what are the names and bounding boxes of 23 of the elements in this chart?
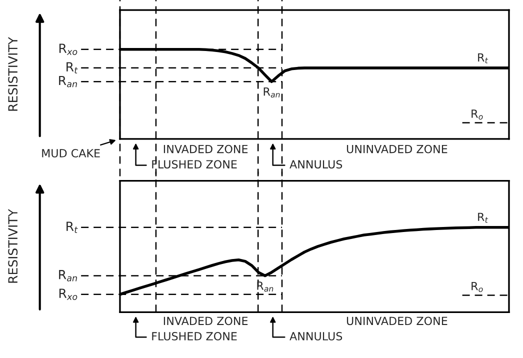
text: MUD CAKE <box>42 149 100 158</box>
annotation: R$_{o}$ <box>472 282 483 292</box>
text: INVADED ZONE <box>164 316 248 326</box>
text: FLUSHED ZONE <box>152 160 237 169</box>
text: INVADED ZONE <box>164 144 248 154</box>
text: UNINVADED ZONE <box>346 144 448 154</box>
y-axis-title: RESISTIVITY <box>8 208 18 283</box>
ref-line-label: R$_{an}$ <box>59 76 77 88</box>
ref-line-label: R$_{xo}$ <box>59 44 78 56</box>
annotation: R$_{t}$ <box>478 53 488 64</box>
text: UNINVADED ZONE <box>346 316 448 326</box>
annotation: R$_{t}$ <box>478 212 488 223</box>
text: ANNULUS <box>290 332 342 340</box>
text: FLUSHED ZONE <box>152 332 237 340</box>
ref-line-label: R$_{t}$ <box>66 222 78 233</box>
annotation: R$_{an}$ <box>257 282 274 292</box>
text: ANNULUS <box>290 160 342 169</box>
ref-line-label: R$_{an}$ <box>59 270 77 282</box>
ref-line-label: R$_{xo}$ <box>59 288 78 300</box>
ref-line-label: R$_{t}$ <box>66 62 78 74</box>
y-axis-title: RESISTIVITY <box>8 36 18 111</box>
annotation: R$_{an}$ <box>264 88 280 98</box>
annotation: R$_{o}$ <box>472 110 483 120</box>
